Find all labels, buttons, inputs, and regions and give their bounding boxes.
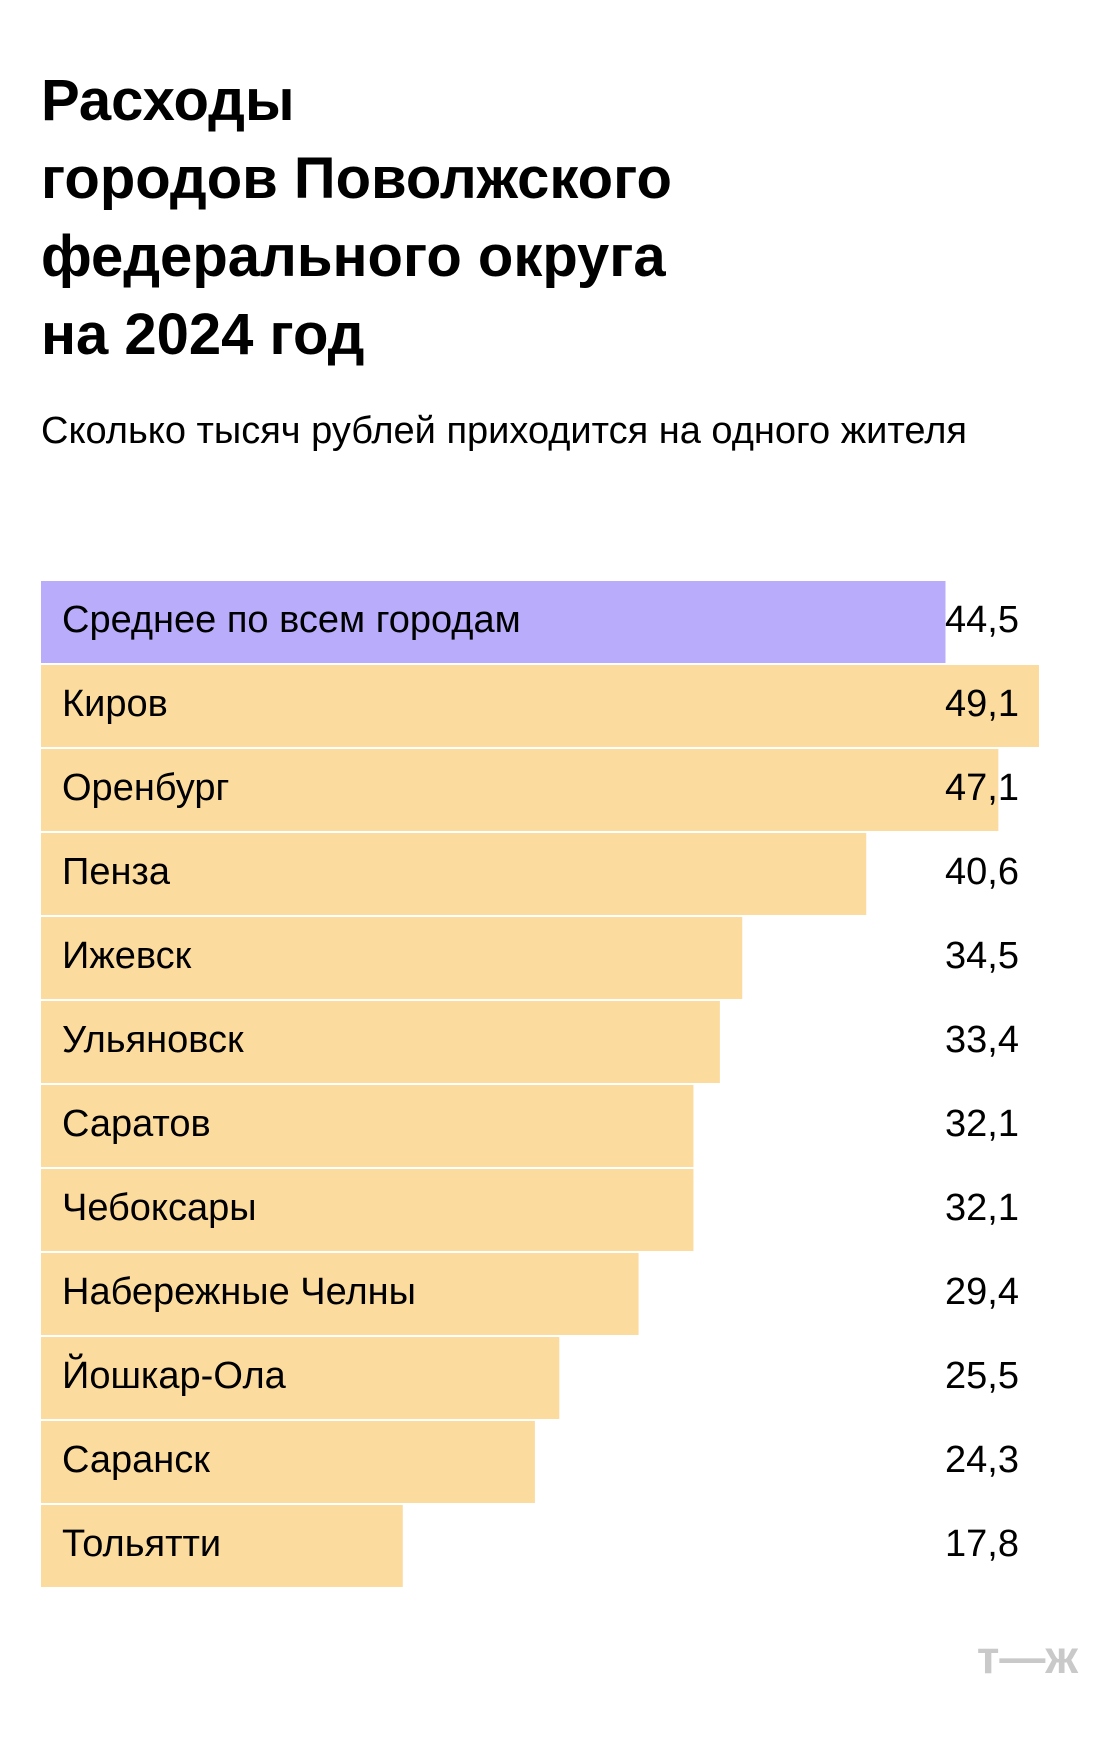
value-label: 29,4 [945, 1271, 1019, 1313]
value-label: 17,8 [945, 1523, 1019, 1565]
bar [41, 1169, 694, 1251]
bar [41, 581, 946, 663]
category-label: Оренбург [62, 767, 229, 809]
value-label: 24,3 [945, 1439, 1019, 1481]
bar [41, 1421, 535, 1503]
category-label: Ижевск [62, 935, 192, 977]
category-label: Ульяновск [62, 1019, 244, 1061]
value-label: 32,1 [945, 1187, 1019, 1229]
value-label: 32,1 [945, 1103, 1019, 1145]
category-label: Чебоксары [62, 1187, 257, 1229]
bar [41, 1505, 403, 1587]
value-label: 40,6 [945, 851, 1019, 893]
value-label: 47,1 [945, 767, 1019, 809]
bar [41, 1337, 560, 1419]
title-line: Расходы [41, 68, 295, 133]
category-label: Саратов [62, 1103, 211, 1145]
value-label: 44,5 [945, 599, 1019, 641]
title-line: городов Поволжского [41, 146, 672, 211]
category-label: Набережные Челны [62, 1271, 416, 1313]
category-label: Киров [62, 683, 168, 725]
bar [41, 1001, 720, 1083]
logo: т—ж [977, 1631, 1079, 1683]
bar [41, 749, 999, 831]
chart-title: Расходы городов Поволжского федерального о… [41, 62, 672, 374]
category-label: Тольятти [62, 1523, 221, 1565]
value-label: 49,1 [945, 683, 1019, 725]
title-line: на 2024 год [41, 302, 365, 367]
category-label: Среднее по всем городам [62, 599, 521, 641]
title-line: федерального округа [41, 224, 666, 289]
bar [41, 917, 743, 999]
bar [41, 833, 867, 915]
category-label: Саранск [62, 1439, 210, 1481]
bar [41, 1085, 694, 1167]
bar [41, 1253, 639, 1335]
value-label: 25,5 [945, 1355, 1019, 1397]
category-label: Пенза [62, 851, 171, 893]
category-label: Йошкар-Ола [62, 1352, 287, 1397]
bar [41, 665, 1039, 747]
chart-subtitle: Сколько тысяч рублей приходится на одног… [41, 410, 967, 452]
value-label: 34,5 [945, 935, 1019, 977]
value-label: 33,4 [945, 1019, 1019, 1061]
